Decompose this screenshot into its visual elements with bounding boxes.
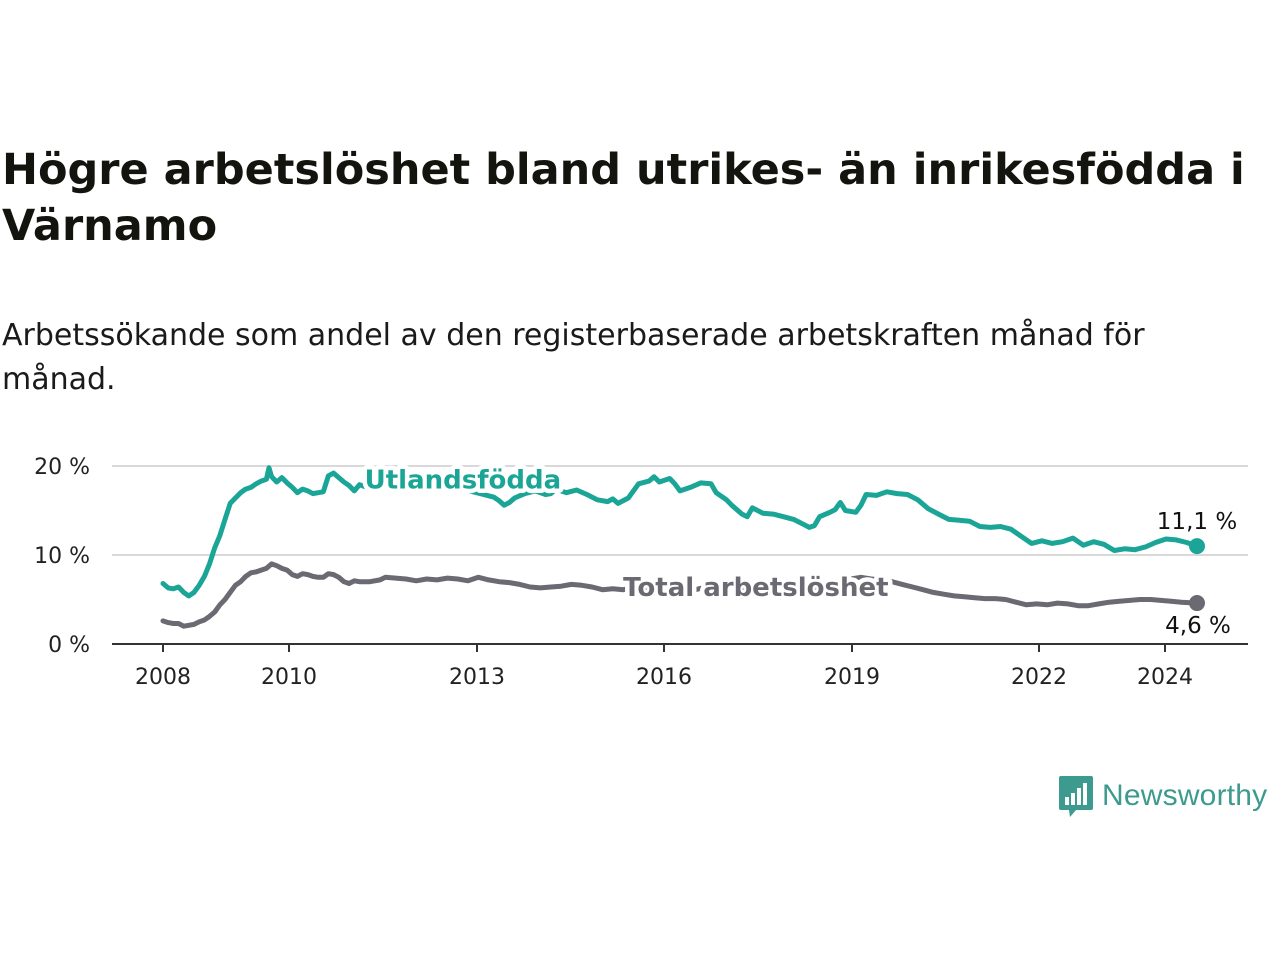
x-tick-label: 2024 [1137, 665, 1193, 690]
y-tick-label: 10 % [34, 544, 90, 569]
end-point-total-arbetsl-shet [1189, 595, 1205, 612]
line-chart: 0 %10 %20 %2008 2010 2013 2016 2019 2022 2024 … [34, 455, 1248, 690]
end-point-utlandsf-dda [1189, 538, 1205, 555]
series-label-total-arbetsl-shet: Total arbetslöshet [623, 573, 888, 603]
chart-subtitle: Arbetssökande som andel av den registerb… [2, 318, 1145, 397]
gridlines [112, 465, 1248, 556]
bar-chart-icon [1059, 776, 1093, 817]
end-value-label-total-arbetsl-shet: 4,6 % [1165, 613, 1231, 639]
x-tick-label: 2022 [1011, 665, 1067, 690]
x-tick-label: 2008 [135, 665, 191, 690]
x-tick-label: 2016 [636, 665, 692, 690]
series-label-utlandsf-dda: Utlandsfödda [365, 465, 562, 495]
series-line-total-arbetsl-shet [160, 561, 1200, 629]
y-tick-label: 20 % [34, 455, 90, 480]
series-line-utlandsf-dda [160, 465, 1200, 599]
axes: 0 % 10 % 20 % 2008 2010 2013 2016 2019 2022 2024 [34, 455, 1248, 690]
x-tick-label: 2013 [449, 665, 505, 690]
brand-name: Newsworthy [1102, 779, 1268, 812]
x-tick-label: 2019 [824, 665, 880, 690]
y-tick-label: 0 % [48, 633, 90, 658]
chart-title: Högre arbetslöshet bland utrikes- än inr… [2, 145, 1245, 251]
series-label-halo: Total arbetslöshet [623, 573, 888, 603]
end-value-label-utlandsf-dda: 11,1 % [1157, 509, 1237, 535]
series-label-halo: Utlandsfödda [365, 465, 562, 495]
newsworthy-logo[interactable]: Newsworthy [1058, 772, 1267, 820]
x-tick-label: 2010 [261, 665, 317, 690]
series-lines [160, 465, 1205, 629]
